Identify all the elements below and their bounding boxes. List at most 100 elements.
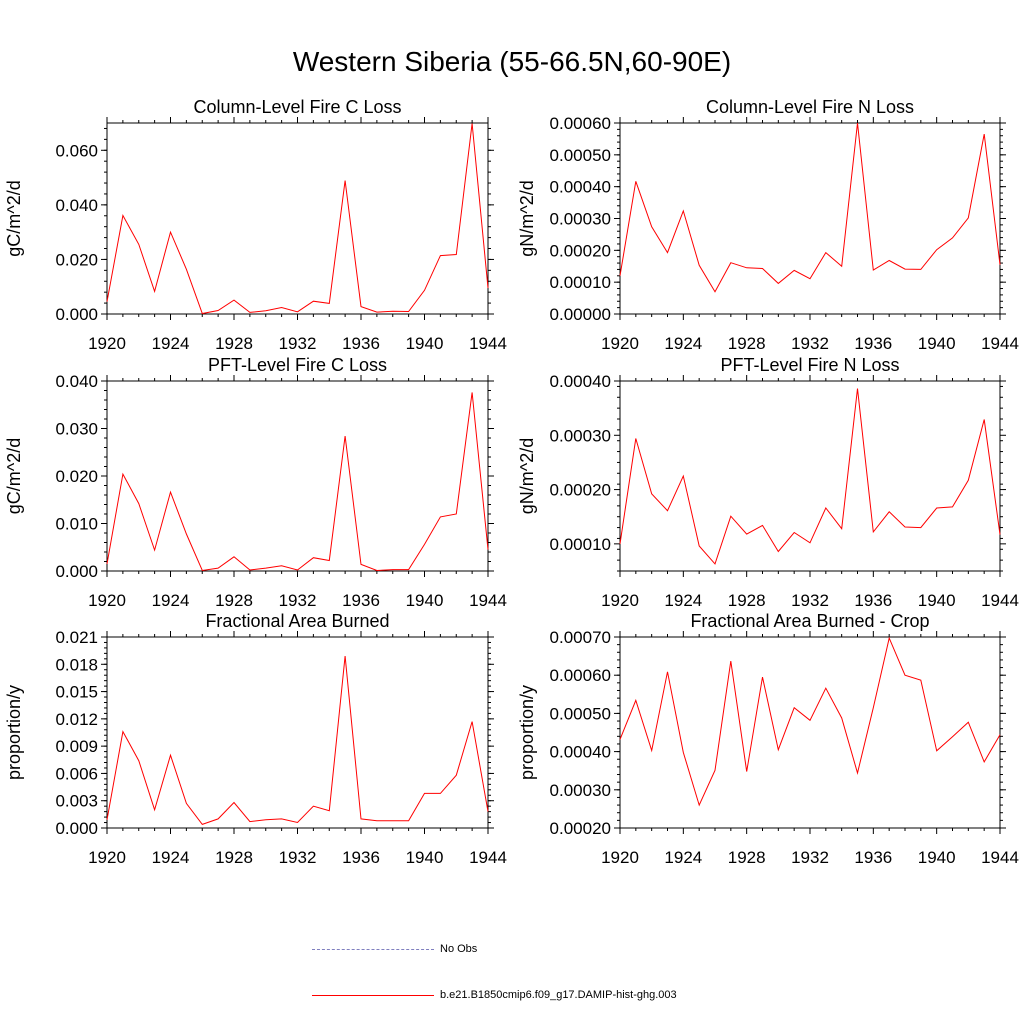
y-tick-label: 0.012 xyxy=(55,710,98,729)
panel-title: PFT-Level Fire N Loss xyxy=(720,355,899,375)
x-tick-label: 1920 xyxy=(601,591,639,610)
x-tick-label: 1924 xyxy=(152,591,190,610)
x-tick-label: 1928 xyxy=(215,591,253,610)
panel-title: Column-Level Fire N Loss xyxy=(706,97,914,117)
y-axis-label: gC/m^2/d xyxy=(4,180,24,256)
panel-title: Column-Level Fire C Loss xyxy=(193,97,401,117)
x-tick-label: 1940 xyxy=(406,848,444,867)
y-tick-label: 0.00030 xyxy=(550,210,611,229)
plot-frame xyxy=(106,380,489,572)
y-axis-label: gN/m^2/d xyxy=(517,180,537,256)
y-tick-label: 0.00060 xyxy=(550,114,611,133)
x-tick-label: 1924 xyxy=(664,591,702,610)
series-line xyxy=(106,656,489,825)
y-tick-label: 0.00030 xyxy=(550,426,611,445)
x-tick-label: 1920 xyxy=(88,334,126,353)
chart-panel-6: Fractional Area Burned - Crop proportion/… xyxy=(517,611,1019,867)
y-axis-label: gN/m^2/d xyxy=(517,438,537,514)
y-tick-label: 0.00040 xyxy=(550,743,611,762)
x-tick-label: 1924 xyxy=(152,848,190,867)
x-tick-label: 1936 xyxy=(854,334,892,353)
x-tick-label: 1936 xyxy=(342,848,380,867)
series-line xyxy=(619,636,1001,807)
x-tick-label: 1928 xyxy=(728,848,766,867)
x-tick-label: 1940 xyxy=(406,591,444,610)
y-axis-label: proportion/y xyxy=(4,685,24,780)
plot-frame xyxy=(619,636,1001,829)
y-tick-label: 0.00030 xyxy=(550,781,611,800)
x-tick-label: 1944 xyxy=(469,591,507,610)
y-tick-label: 0.010 xyxy=(55,515,98,534)
x-tick-label: 1920 xyxy=(88,591,126,610)
y-tick-label: 0.00050 xyxy=(550,146,611,165)
y-tick-label: 0.020 xyxy=(55,467,98,486)
legend-label-no-obs: No Obs xyxy=(440,943,478,955)
legend-line-model xyxy=(312,995,434,996)
x-tick-label: 1932 xyxy=(279,334,317,353)
y-tick-label: 0.00070 xyxy=(550,628,611,647)
chart-panel-5: Fractional Area Burned proportion/y 1920 19… xyxy=(4,611,507,867)
y-tick-label: 0.040 xyxy=(55,372,98,391)
y-tick-label: 0.00000 xyxy=(550,305,611,324)
series-line xyxy=(619,388,1001,565)
y-axis-label: proportion/y xyxy=(517,685,537,780)
x-tick-label: 1944 xyxy=(981,334,1019,353)
x-tick-label: 1928 xyxy=(215,334,253,353)
y-tick-label: 0.00020 xyxy=(550,819,611,838)
x-tick-label: 1920 xyxy=(601,848,639,867)
plot-frame xyxy=(106,636,489,829)
y-tick-label: 0.000 xyxy=(55,819,98,838)
x-tick-label: 1924 xyxy=(152,334,190,353)
plot-frame xyxy=(619,122,1001,315)
chart-panel-2: Column-Level Fire N Loss gN/m^2/d 1920 1924… xyxy=(517,97,1019,353)
x-tick-label: 1936 xyxy=(342,591,380,610)
x-tick-label: 1928 xyxy=(728,334,766,353)
series-line xyxy=(106,392,489,572)
x-tick-label: 1932 xyxy=(791,591,829,610)
y-tick-label: 0.021 xyxy=(55,628,98,647)
y-tick-label: 0.030 xyxy=(55,420,98,439)
x-tick-label: 1932 xyxy=(279,591,317,610)
y-tick-label: 0.00020 xyxy=(550,241,611,260)
y-tick-label: 0.00040 xyxy=(550,372,611,391)
x-tick-label: 1944 xyxy=(981,848,1019,867)
x-tick-label: 1936 xyxy=(342,334,380,353)
y-tick-label: 0.003 xyxy=(55,792,98,811)
y-tick-label: 0.015 xyxy=(55,683,98,702)
panel-title: Fractional Area Burned xyxy=(205,611,389,631)
y-tick-label: 0.040 xyxy=(55,196,98,215)
chart-panel-3: PFT-Level Fire C Loss gC/m^2/d 1920 1924 192… xyxy=(4,355,507,610)
x-tick-label: 1932 xyxy=(791,334,829,353)
x-tick-label: 1928 xyxy=(215,848,253,867)
series-line xyxy=(619,122,1001,293)
x-tick-label: 1924 xyxy=(664,848,702,867)
legend-line-no-obs xyxy=(312,949,434,950)
x-tick-label: 1936 xyxy=(854,848,892,867)
panel-title: Fractional Area Burned - Crop xyxy=(690,611,929,631)
x-tick-label: 1940 xyxy=(918,591,956,610)
x-tick-label: 1932 xyxy=(279,848,317,867)
legend-label-model: b.e21.B1850cmip6.f09_g17.DAMIP-hist-ghg.… xyxy=(440,989,677,1001)
x-tick-label: 1944 xyxy=(469,848,507,867)
panel-title: PFT-Level Fire C Loss xyxy=(208,355,387,375)
y-tick-label: 0.00060 xyxy=(550,666,611,685)
chart-panel-4: PFT-Level Fire N Loss gN/m^2/d 1920 1924 192… xyxy=(517,355,1019,610)
x-tick-label: 1920 xyxy=(601,334,639,353)
y-tick-label: 0.018 xyxy=(55,655,98,674)
y-tick-label: 0.00020 xyxy=(550,481,611,500)
chart-panel-1: Column-Level Fire C Loss gC/m^2/d 1920 1924… xyxy=(4,97,507,353)
x-tick-label: 1940 xyxy=(918,334,956,353)
x-tick-label: 1924 xyxy=(664,334,702,353)
y-tick-label: 0.00010 xyxy=(550,535,611,554)
plot-frame xyxy=(106,122,489,315)
y-tick-label: 0.000 xyxy=(55,305,98,324)
x-tick-label: 1940 xyxy=(918,848,956,867)
y-tick-label: 0.00050 xyxy=(550,704,611,723)
y-tick-label: 0.006 xyxy=(55,764,98,783)
y-tick-label: 0.00040 xyxy=(550,178,611,197)
y-tick-label: 0.000 xyxy=(55,562,98,581)
figure-title: Western Siberia (55-66.5N,60-90E) xyxy=(292,46,732,77)
x-tick-label: 1936 xyxy=(854,591,892,610)
y-tick-label: 0.009 xyxy=(55,737,98,756)
